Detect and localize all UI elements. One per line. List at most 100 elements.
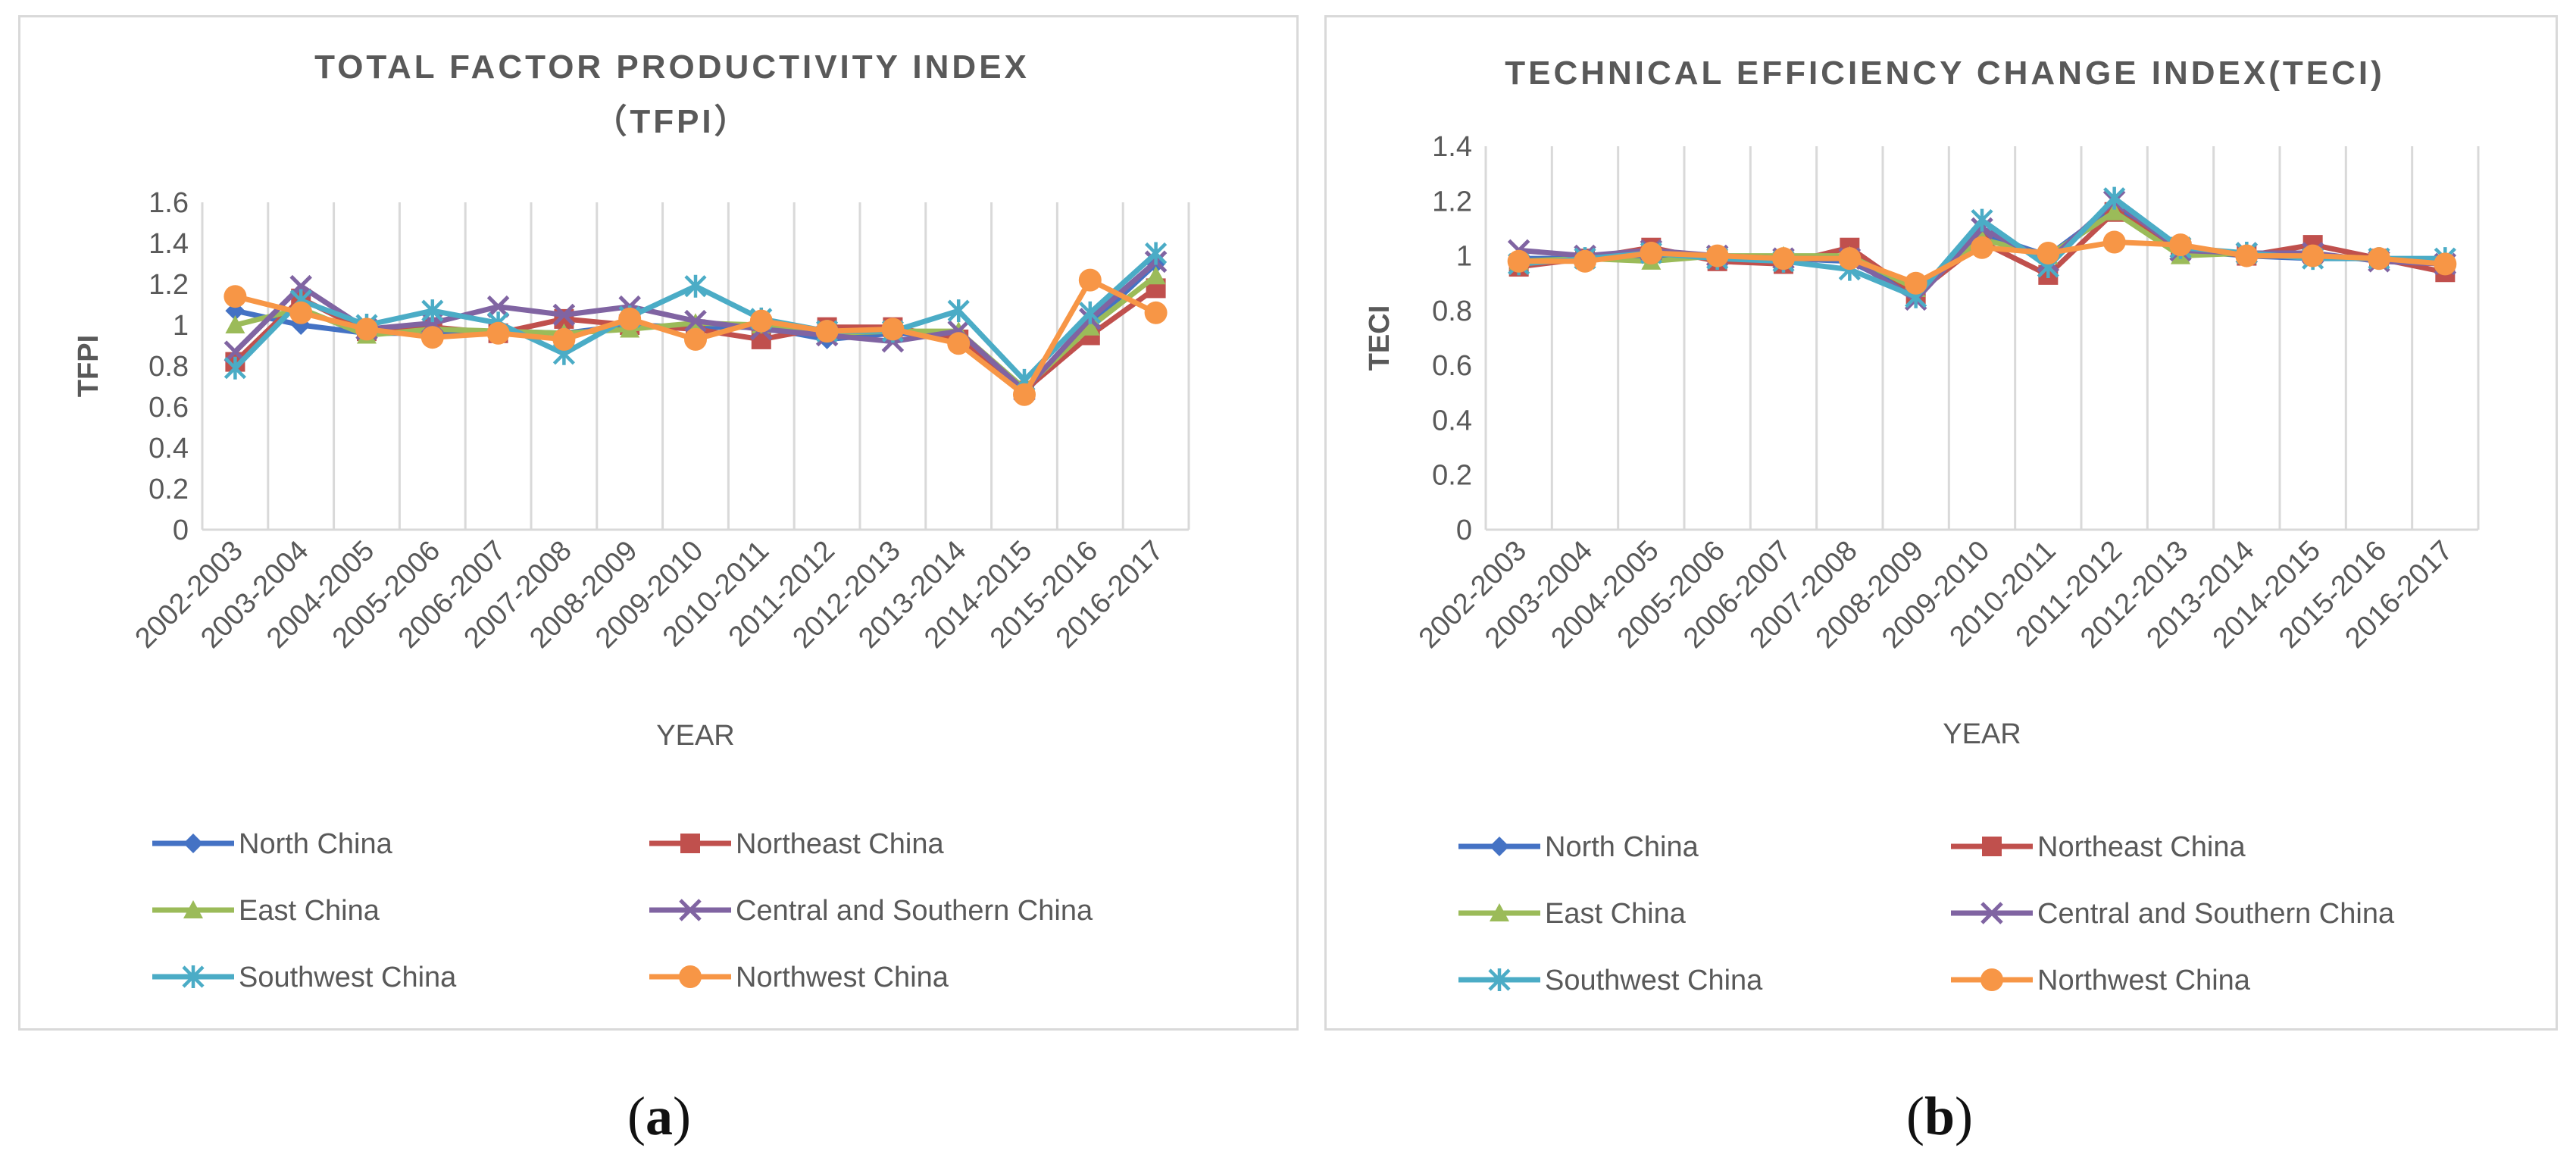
teci-legend-label: Central and Southern China xyxy=(2037,898,2395,930)
tfpi-ytick: 0 xyxy=(173,515,189,546)
tfpi-title: TOTAL FACTOR PRODUCTIVITY INDEX xyxy=(314,48,1030,86)
tfpi-point xyxy=(420,326,444,349)
teci-point xyxy=(1507,249,1530,273)
tfpi-point xyxy=(1013,383,1036,406)
teci-point xyxy=(2103,186,2126,210)
teci-legend-label: North China xyxy=(1545,831,1699,863)
tfpi-point xyxy=(947,299,970,323)
tfpi-point xyxy=(1144,301,1168,324)
tfpi-legend-item: East China xyxy=(152,895,380,927)
teci-legend-item: Northeast China xyxy=(1951,831,2246,863)
tfpi-legend-marker xyxy=(183,900,203,919)
teci-point xyxy=(1971,208,1993,232)
tfpi-point xyxy=(355,317,378,341)
teci-point xyxy=(1640,241,1663,264)
tfpi-point xyxy=(421,299,444,323)
tfpi-ytick: 0.6 xyxy=(148,392,189,424)
tfpi-point xyxy=(1079,301,1102,324)
tfpi-ytick: 1.2 xyxy=(148,269,189,301)
tfpi-point xyxy=(684,274,707,298)
teci-legend-marker xyxy=(1982,837,2002,856)
tfpi-point xyxy=(224,356,246,380)
teci-legend-marker xyxy=(1490,837,1509,856)
tfpi-ytick: 0.8 xyxy=(148,351,189,383)
teci-title: TECHNICAL EFFICIENCY CHANGE INDEX(TECI) xyxy=(1505,55,2385,92)
teci-legend-label: Southwest China xyxy=(1545,965,1763,996)
teci-legend-item: Northwest China xyxy=(1951,965,2251,996)
tfpi-point xyxy=(684,309,707,333)
tfpi-point xyxy=(289,301,313,324)
tfpi-legend-label: Central and Southern China xyxy=(736,895,1093,927)
teci-legend-marker xyxy=(1980,902,2003,924)
tfpi-legend-label: East China xyxy=(239,895,380,927)
teci-point xyxy=(2235,244,2259,267)
teci-point xyxy=(2301,244,2324,267)
tfpi-point xyxy=(552,303,576,327)
teci-chart: TECHNICAL EFFICIENCY CHANGE INDEX(TECI) 0… xyxy=(1364,55,2480,996)
teci-ytick: 1.4 xyxy=(1432,131,1472,163)
tfpi-legend-label: Southwest China xyxy=(239,962,457,993)
teci-point xyxy=(1971,236,1993,259)
tfpi-point xyxy=(815,320,839,343)
tfpi-point xyxy=(552,327,576,351)
tfpi-point xyxy=(1145,242,1168,265)
teci-series xyxy=(1507,230,2457,295)
tfpi-legend-item: Northeast China xyxy=(649,828,944,860)
teci-point xyxy=(2037,241,2060,264)
tfpi-point xyxy=(881,317,905,341)
tfpi-legend-marker xyxy=(680,834,700,853)
caption-b: (b) xyxy=(1905,1086,1973,1146)
teci-point xyxy=(2169,233,2192,257)
teci-ytick: 0.4 xyxy=(1432,405,1472,436)
tfpi-legend-marker xyxy=(183,834,203,853)
teci-legend-item: Central and Southern China xyxy=(1951,898,2395,930)
tfpi-point xyxy=(225,315,245,334)
teci-legend-marker xyxy=(1980,968,2003,991)
teci-point xyxy=(2102,230,2126,254)
teci-ytick: 1.2 xyxy=(1432,186,1472,217)
chart-panel-b: TECHNICAL EFFICIENCY CHANGE INDEX(TECI) 0… xyxy=(1324,15,2558,1031)
teci-ytick: 0.6 xyxy=(1432,350,1472,382)
teci-point xyxy=(1838,247,1862,271)
tfpi-legend-marker xyxy=(679,965,702,988)
teci-legend-item: East China xyxy=(1458,898,1687,930)
tfpi-point xyxy=(947,332,971,355)
tfpi-legend-item: North China xyxy=(152,828,393,860)
teci-legend-item: Southwest China xyxy=(1458,965,1763,996)
teci-xlabel: YEAR xyxy=(1943,718,2021,750)
teci-ytick: 0.2 xyxy=(1432,460,1472,492)
teci-legend-label: East China xyxy=(1545,898,1687,930)
teci-point xyxy=(1705,244,1729,267)
teci-legend-label: Northeast China xyxy=(2037,831,2246,863)
teci-point xyxy=(1574,249,1596,273)
tfpi-point xyxy=(1078,268,1102,292)
tfpi-series xyxy=(224,268,1168,406)
teci-ylabel: TECI xyxy=(1364,305,1396,371)
teci-legend-item: North China xyxy=(1458,831,1699,863)
tfpi-ytick: 0.2 xyxy=(148,474,189,505)
tfpi-legend-marker xyxy=(679,899,702,921)
teci-point xyxy=(2434,252,2457,276)
tfpi-point xyxy=(224,285,247,308)
tfpi-point xyxy=(1146,266,1166,285)
teci-ytick: 1 xyxy=(1456,241,1472,273)
tfpi-point xyxy=(1080,317,1100,336)
tfpi-point xyxy=(684,327,707,351)
tfpi-legend-item: Central and Southern China xyxy=(649,895,1093,927)
tfpi-ylabel: TFPI xyxy=(73,335,105,397)
tfpi-ytick: 1.6 xyxy=(148,187,189,219)
caption-a: (a) xyxy=(627,1086,691,1146)
tfpi-chart: TOTAL FACTOR PRODUCTIVITY INDEX （TFPI） 0 0.… xyxy=(73,48,1190,993)
tfpi-point xyxy=(486,295,510,318)
teci-ytick: 0 xyxy=(1456,515,1472,546)
tfpi-point xyxy=(486,321,510,345)
teci-point xyxy=(2104,202,2124,221)
teci-point xyxy=(2368,247,2390,271)
tfpi-legend-item: Northwest China xyxy=(649,962,949,993)
tfpi-point xyxy=(749,309,773,333)
teci-legend-marker xyxy=(1488,968,1511,991)
tfpi-ytick: 0.4 xyxy=(148,433,189,465)
tfpi-legend-label: North China xyxy=(239,828,393,860)
teci-ytick: 0.8 xyxy=(1432,296,1472,327)
tfpi-legend-label: Northeast China xyxy=(736,828,944,860)
